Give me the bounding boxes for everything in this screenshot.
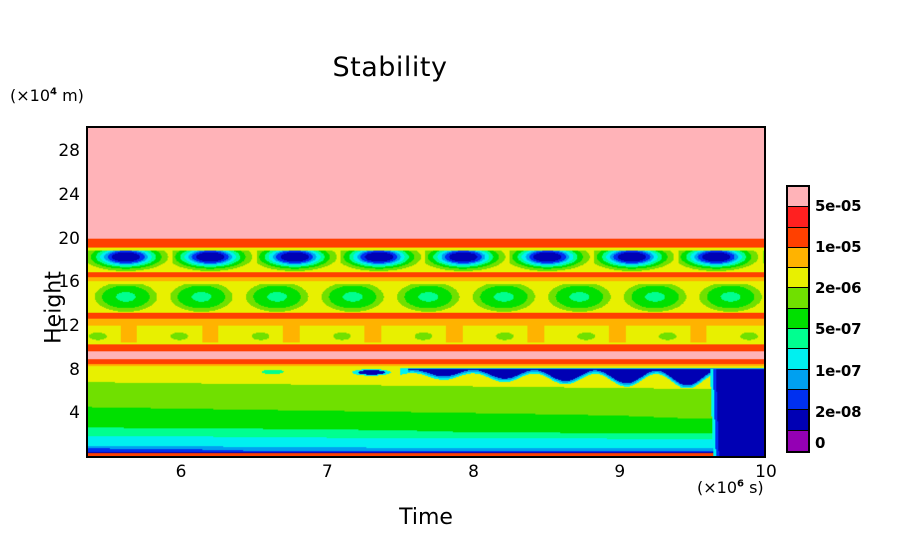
x-axis-title: Time bbox=[399, 505, 453, 530]
colorbar-band bbox=[788, 430, 808, 451]
colorbar-band bbox=[788, 268, 808, 289]
colorbar bbox=[786, 185, 810, 453]
colorbar-band bbox=[788, 349, 808, 370]
colorbar-tick-label: 2e-06 bbox=[815, 279, 862, 298]
colorbar-band bbox=[788, 308, 808, 330]
chart-title: Stability bbox=[332, 52, 448, 83]
y-tick-label: 24 bbox=[58, 184, 80, 205]
x-tick-label: 10 bbox=[755, 462, 777, 482]
contour-plot-area bbox=[86, 126, 766, 458]
y-tick-label: 12 bbox=[58, 315, 80, 336]
contour-canvas bbox=[88, 128, 764, 456]
colorbar-tick-label: 0 bbox=[815, 433, 826, 452]
colorbar-band bbox=[788, 288, 808, 309]
y-axis-ticks: 4 8 12 16 20 24 28 bbox=[28, 126, 80, 458]
x-tick-label: 7 bbox=[321, 462, 333, 482]
colorbar-tick-label: 1e-07 bbox=[815, 361, 862, 380]
y-tick-label: 28 bbox=[58, 141, 80, 162]
y-tick-label: 16 bbox=[58, 272, 80, 293]
contour-canvas-wrapper bbox=[88, 128, 764, 456]
colorbar-band bbox=[788, 389, 808, 411]
y-tick-label: 4 bbox=[69, 403, 80, 424]
y-tick-label: 20 bbox=[58, 228, 80, 249]
colorbar-band bbox=[788, 369, 808, 390]
colorbar-band bbox=[788, 187, 808, 208]
colorbar-band bbox=[788, 207, 808, 228]
y-axis-unit-label: (×104 m) bbox=[10, 86, 84, 105]
colorbar-tick-label: 1e-05 bbox=[815, 237, 862, 256]
x-tick-label: 9 bbox=[614, 462, 626, 482]
colorbar-tick-label: 5e-07 bbox=[815, 320, 862, 339]
colorbar-tick-label: 5e-05 bbox=[815, 196, 862, 215]
colorbar-band bbox=[788, 227, 808, 248]
colorbar-band bbox=[788, 247, 808, 269]
x-axis-ticks: 6 7 8 9 10 bbox=[86, 462, 777, 488]
colorbar-labels: 5e-05 1e-05 2e-06 5e-07 1e-07 2e-08 0 bbox=[815, 185, 895, 453]
colorbar-band bbox=[788, 410, 808, 431]
x-axis-unit-label: (×106 s) bbox=[697, 478, 764, 497]
colorbar-tick-label: 2e-08 bbox=[815, 402, 862, 421]
y-tick-label: 8 bbox=[69, 359, 80, 380]
colorbar-band bbox=[788, 329, 808, 350]
x-tick-label: 8 bbox=[468, 462, 479, 482]
x-tick-label: 6 bbox=[175, 462, 187, 482]
